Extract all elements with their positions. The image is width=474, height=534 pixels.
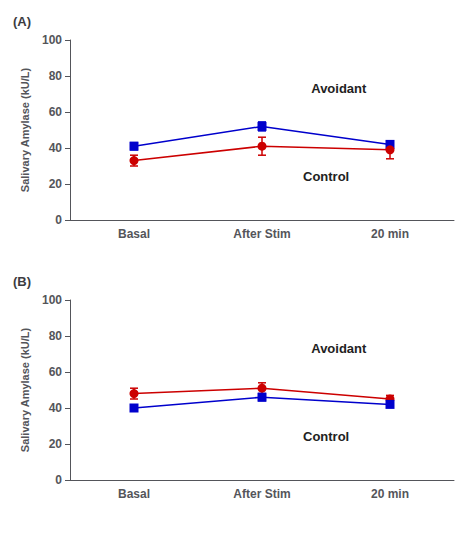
svg-text:Salivary Amylase (kU/L): Salivary Amylase (kU/L)	[19, 328, 31, 453]
svg-text:100: 100	[42, 33, 62, 47]
svg-text:0: 0	[55, 473, 62, 487]
svg-text:After Stim: After Stim	[233, 227, 290, 241]
svg-text:80: 80	[49, 329, 63, 343]
svg-text:100: 100	[42, 293, 62, 307]
svg-text:Control: Control	[303, 429, 349, 444]
svg-text:0: 0	[55, 213, 62, 227]
svg-text:Avoidant: Avoidant	[311, 81, 367, 96]
svg-text:After Stim: After Stim	[233, 487, 290, 501]
svg-text:20: 20	[49, 437, 63, 451]
svg-text:Basal: Basal	[118, 487, 150, 501]
svg-text:Avoidant: Avoidant	[311, 341, 367, 356]
svg-text:20 min: 20 min	[371, 227, 409, 241]
svg-text:(A): (A)	[13, 14, 31, 29]
svg-text:Salivary Amylase (kU/L): Salivary Amylase (kU/L)	[19, 68, 31, 193]
svg-text:Control: Control	[303, 169, 349, 184]
svg-text:80: 80	[49, 69, 63, 83]
svg-text:Basal: Basal	[118, 227, 150, 241]
svg-text:(B): (B)	[13, 274, 31, 289]
svg-text:20 min: 20 min	[371, 487, 409, 501]
svg-text:60: 60	[49, 365, 63, 379]
svg-text:40: 40	[49, 401, 63, 415]
svg-text:40: 40	[49, 141, 63, 155]
svg-text:60: 60	[49, 105, 63, 119]
svg-text:20: 20	[49, 177, 63, 191]
